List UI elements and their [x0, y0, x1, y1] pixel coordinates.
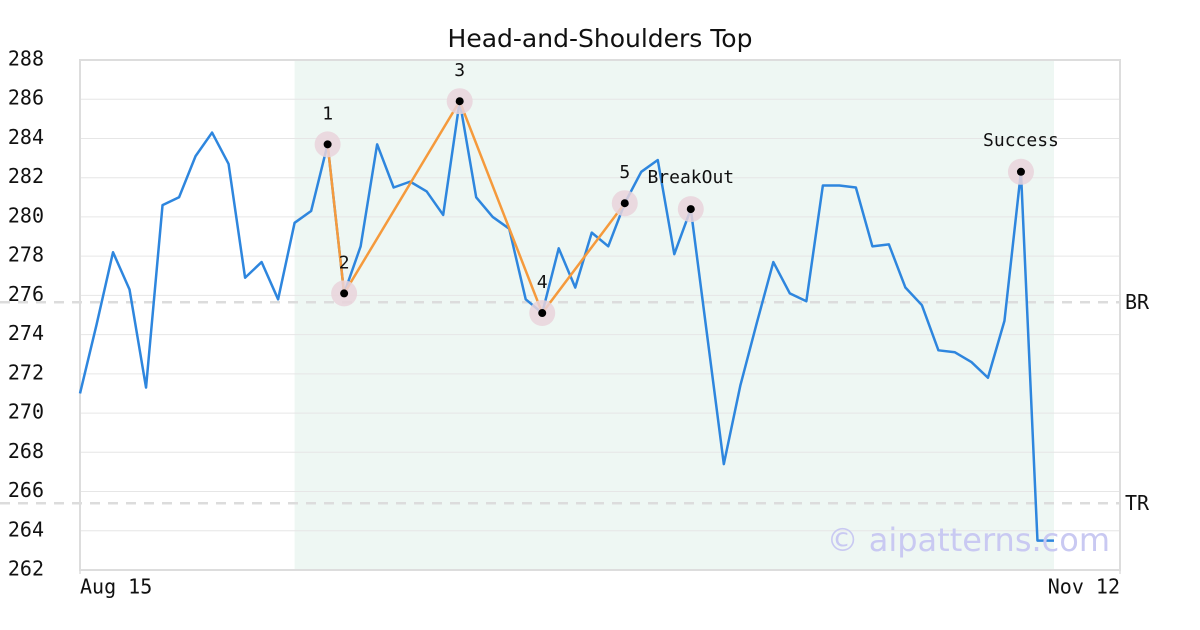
reference-label: BR	[1125, 290, 1150, 314]
y-tick-label: 266	[8, 478, 44, 502]
point-dot	[455, 97, 464, 106]
y-tick-label: 274	[8, 321, 44, 345]
chart-title: Head-and-Shoulders Top	[448, 24, 753, 53]
y-tick-label: 284	[8, 125, 44, 149]
y-tick-label: 272	[8, 360, 44, 384]
series-line	[78, 99, 1054, 542]
y-tick-label: 270	[8, 400, 44, 424]
y-tick-label: 268	[8, 439, 44, 463]
point-label: 5	[619, 162, 630, 183]
point-label: 3	[454, 60, 465, 81]
y-tick-label: 282	[8, 164, 44, 188]
point-dot	[538, 309, 547, 318]
highlight-band	[294, 60, 1054, 570]
point-label: Success	[983, 130, 1059, 151]
y-tick-label: 278	[8, 243, 44, 267]
y-tick-label: 286	[8, 86, 44, 110]
point-label: 1	[322, 103, 333, 124]
point-label: BreakOut	[647, 167, 734, 188]
point-dot	[340, 289, 349, 298]
point-dot	[1016, 167, 1025, 176]
y-tick-label: 262	[8, 557, 44, 581]
point-dot	[620, 199, 629, 208]
point-dot	[323, 140, 332, 149]
reference-label: TR	[1125, 491, 1150, 515]
plot-frame	[79, 59, 1121, 571]
y-tick-label: 264	[8, 517, 44, 541]
y-tick-label: 288	[8, 47, 44, 71]
point-label: 4	[537, 272, 548, 293]
x-tick-label: Nov 12	[1048, 575, 1120, 599]
point-dot	[686, 205, 695, 214]
y-tick-label: 280	[8, 203, 44, 227]
watermark: © aipatterns.com	[827, 521, 1110, 559]
point-label: 2	[339, 252, 350, 273]
x-tick-label: Aug 15	[80, 575, 152, 599]
